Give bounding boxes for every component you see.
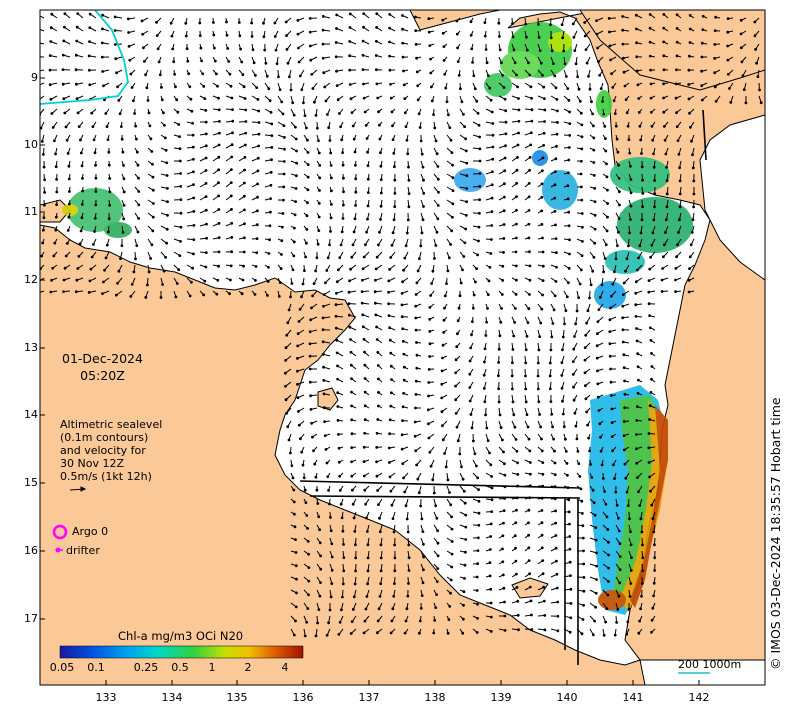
longitude-label: 136 <box>292 691 314 704</box>
legend-line-3: and velocity for <box>60 444 146 457</box>
land-northern-territory <box>40 224 646 685</box>
date-line: 01-Dec-2024 <box>62 351 143 366</box>
scale-label: 200 1000m <box>678 658 742 671</box>
latitude-label: 11 <box>24 205 38 218</box>
latitude-label: 10 <box>24 138 38 151</box>
colorbar-tick-label: 0.5 <box>171 661 189 674</box>
strong-current-arrows <box>299 109 707 665</box>
colorbar-tick-label: 0.1 <box>87 661 105 674</box>
longitude-label: 137 <box>358 691 380 704</box>
colorbar-tick-label: 4 <box>281 661 289 674</box>
longitude-label: 138 <box>424 691 446 704</box>
legend-line-2: (0.1m contours) <box>60 431 149 444</box>
colorbar <box>59 645 304 659</box>
velocity-arrows <box>40 12 763 638</box>
legend-text: Altimetric sealevel (0.1m contours) and … <box>60 418 162 483</box>
map-border <box>39 9 766 686</box>
colorbar-title: Chl-a mg/m3 OCi N20 <box>118 629 244 643</box>
latitude-label: 12 <box>24 273 38 286</box>
date-block: 01-Dec-2024 05:20Z <box>62 350 143 384</box>
colorbar-tick-label: 2 <box>244 661 252 674</box>
longitude-label: 139 <box>490 691 512 704</box>
sealevel-contour <box>40 10 129 105</box>
chlorophyll-patches <box>62 22 693 615</box>
latitude-label: 15 <box>24 476 38 489</box>
longitude-label: 140 <box>556 691 578 704</box>
longitude-label: 134 <box>161 691 183 704</box>
credit-text: © IMOS 03-Dec-2024 18:35:57 Hobart time <box>768 397 783 670</box>
colorbar-tick-label: 0.25 <box>133 661 159 674</box>
time-line: 05:20Z <box>80 368 125 383</box>
argo-label: Argo 0 <box>72 525 109 538</box>
drifter-label: drifter <box>66 544 100 557</box>
longitude-label: 133 <box>95 691 117 704</box>
legend-line-1: Altimetric sealevel <box>60 418 163 431</box>
latitude-label: 13 <box>24 341 38 354</box>
latitude-label: 17 <box>24 612 38 625</box>
longitude-label: 135 <box>226 691 248 704</box>
longitude-label: 141 <box>622 691 644 704</box>
argo-icon <box>52 524 68 540</box>
latitude-label: 16 <box>24 544 38 557</box>
colorbar-tick-label: 1 <box>208 661 216 674</box>
latitude-label: 14 <box>24 408 38 421</box>
longitude-label: 142 <box>688 691 710 704</box>
legend-line-5: 0.5m/s (1kt 12h) <box>60 470 152 483</box>
reference-arrow-icon <box>69 486 87 492</box>
legend-line-4: 30 Nov 12Z <box>60 457 124 470</box>
latitude-label: 9 <box>31 71 38 84</box>
colorbar-tick-label: 0.05 <box>49 661 75 674</box>
graticule-ticks <box>40 77 700 685</box>
